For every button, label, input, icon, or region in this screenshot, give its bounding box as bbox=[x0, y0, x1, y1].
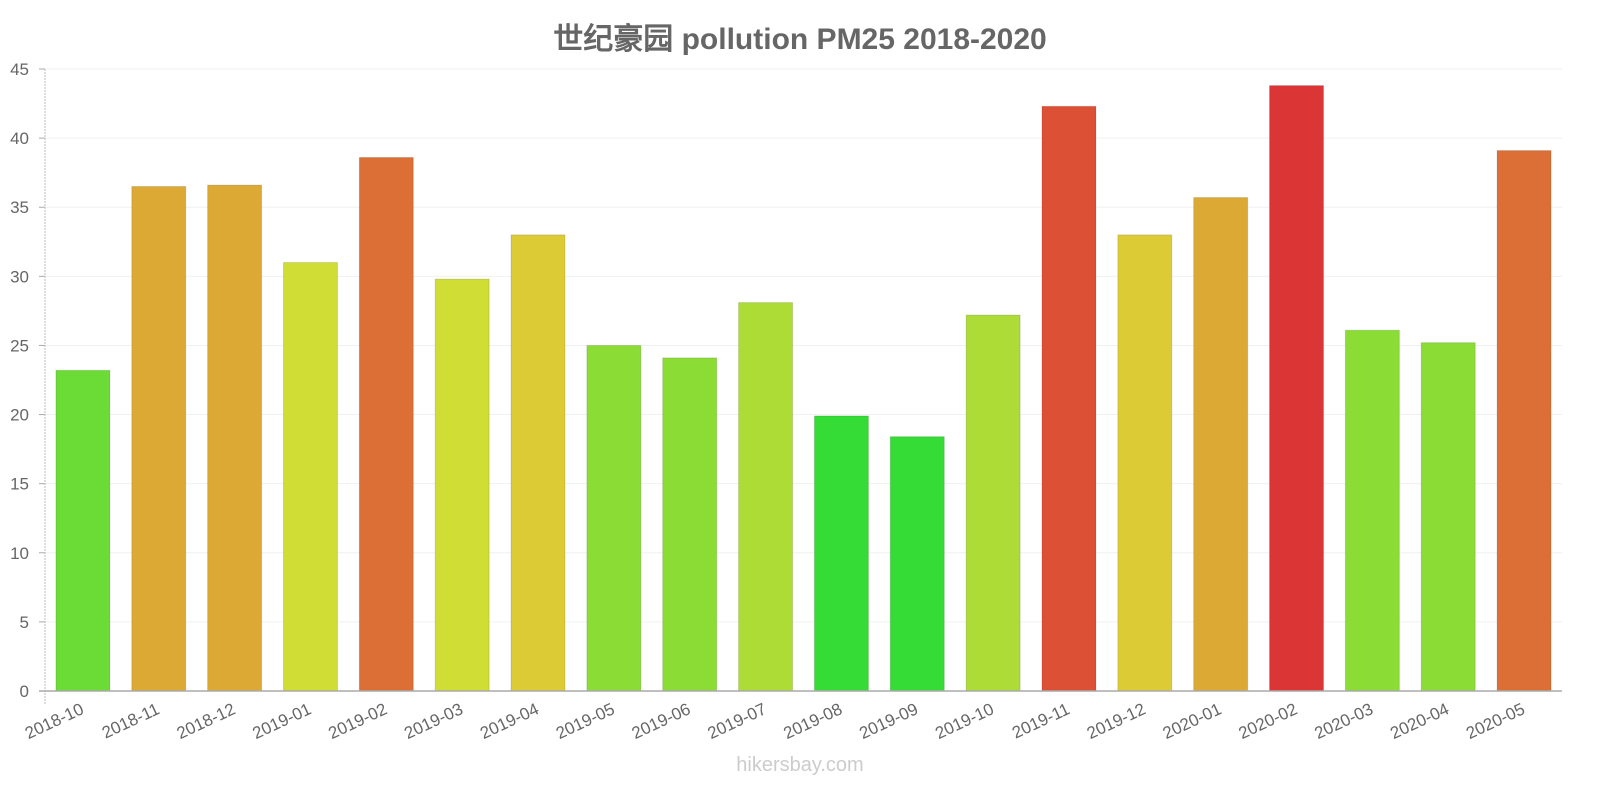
y-tick-label: 20 bbox=[10, 406, 29, 425]
bar-2020-01[interactable] bbox=[1193, 197, 1249, 692]
x-tick-label: 2018-11 bbox=[99, 699, 162, 742]
y-tick-label: 40 bbox=[10, 129, 29, 148]
x-tick-label: 2020-03 bbox=[1311, 699, 1376, 743]
x-tick-label: 2019-12 bbox=[1084, 699, 1149, 743]
bar-2020-04[interactable] bbox=[1420, 342, 1476, 692]
bar-2019-04[interactable] bbox=[510, 234, 566, 692]
gridlines bbox=[45, 68, 1562, 623]
bar-2018-11[interactable] bbox=[131, 185, 187, 692]
watermark: hikersbay.com bbox=[736, 754, 864, 776]
bar-2019-06[interactable] bbox=[662, 357, 718, 692]
y-tick-label: 35 bbox=[10, 198, 29, 217]
x-tick-label: 2020-05 bbox=[1463, 699, 1528, 743]
y-tick-label: 5 bbox=[20, 613, 29, 632]
bar-2020-02[interactable] bbox=[1269, 85, 1325, 692]
x-tick-label: 2019-05 bbox=[553, 699, 618, 743]
bar-2020-05[interactable] bbox=[1496, 150, 1552, 692]
x-tick-label: 2019-06 bbox=[629, 699, 694, 743]
bar-2019-03[interactable] bbox=[434, 278, 490, 692]
bar-2019-08[interactable] bbox=[813, 415, 869, 692]
chart-title: 世纪豪园 pollution PM25 2018-2020 bbox=[553, 23, 1047, 56]
bar-2019-12[interactable] bbox=[1117, 234, 1173, 692]
bar-2020-03[interactable] bbox=[1344, 329, 1400, 692]
bar-2019-11[interactable] bbox=[1041, 105, 1097, 692]
y-tick-label: 25 bbox=[10, 336, 29, 355]
x-tick-label: 2019-03 bbox=[401, 699, 466, 743]
y-tick-label: 15 bbox=[10, 475, 29, 494]
bar-2018-12[interactable] bbox=[207, 184, 263, 692]
x-tick-label: 2020-04 bbox=[1387, 699, 1452, 743]
bar-2019-01[interactable] bbox=[282, 262, 338, 692]
x-tick-label: 2019-02 bbox=[325, 699, 390, 743]
y-tick-label: 30 bbox=[10, 267, 29, 286]
y-tick-label: 45 bbox=[10, 60, 29, 79]
x-tick-label: 2018-10 bbox=[22, 699, 87, 743]
bar-2019-05[interactable] bbox=[586, 344, 642, 692]
bars bbox=[55, 85, 1552, 692]
y-tick-label: 10 bbox=[10, 544, 29, 563]
bar-2019-02[interactable] bbox=[358, 156, 414, 692]
x-tick-label: 2019-11 bbox=[1009, 699, 1072, 742]
bar-2019-09[interactable] bbox=[889, 436, 945, 692]
bar-2018-10[interactable] bbox=[55, 369, 111, 692]
x-tick-label: 2019-07 bbox=[705, 699, 770, 743]
x-tick-label: 2020-01 bbox=[1160, 699, 1225, 743]
x-tick-label: 2019-09 bbox=[856, 699, 921, 743]
x-tick-label: 2019-04 bbox=[477, 699, 542, 743]
x-tick-label: 2019-10 bbox=[932, 699, 997, 743]
x-tick-label: 2019-08 bbox=[781, 699, 846, 743]
bar-2019-07[interactable] bbox=[738, 302, 794, 692]
bar-2019-10[interactable] bbox=[965, 314, 1021, 692]
x-tick-label: 2018-12 bbox=[174, 699, 239, 743]
x-tick-label: 2020-02 bbox=[1236, 699, 1301, 743]
x-tick-label: 2019-01 bbox=[250, 699, 315, 743]
y-tick-label: 0 bbox=[20, 682, 29, 701]
